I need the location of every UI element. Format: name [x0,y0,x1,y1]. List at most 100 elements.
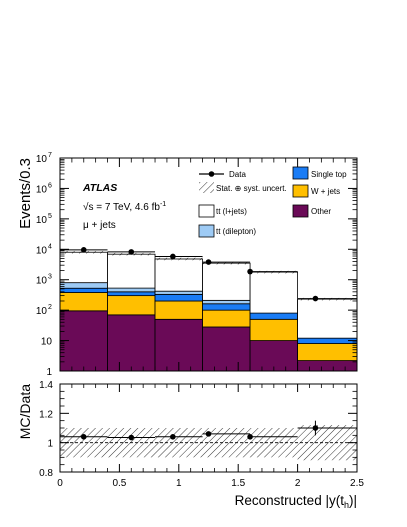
bar-w-jets-3 [202,309,251,328]
ratio-points [60,420,357,441]
y-tick-label-2: 10 [36,306,48,317]
x-axis-label-end: )| [349,493,357,508]
ratio-y-tick-label-2: 1.2 [39,409,53,420]
legend-ttljets-label: tt (l+jets) [216,207,247,216]
bar-other-1 [107,314,156,372]
data-point-1 [128,249,135,255]
ratio-x-axis: 0 0.5 1 1.5 2 2.5 [57,384,364,489]
legend-other-swatch [292,204,309,218]
x-tick-label-0: 0 [57,478,63,489]
bar-single-top-4 [249,312,299,320]
legend-uncert-swatch [199,182,214,193]
data-point-0 [80,247,87,253]
uncertainty-hatch-3 [202,261,251,265]
x-axis-label-sub: h [344,500,349,510]
ratio-y-tick-label-3: 1.4 [39,380,53,391]
y-tick-exponent-4: 4 [48,243,52,250]
y-tick-exponent-5: 5 [48,213,52,220]
legend-wjets-swatch [292,184,309,198]
data-point-2 [170,253,176,260]
main-plot-frame [59,157,358,372]
legend-uncert-label: Stat. ⊕ syst. uncert. [216,184,287,193]
y-tick-label-6: 10 [36,184,48,195]
y-tick-label-4: 10 [36,245,48,256]
bar-other-3 [202,326,251,372]
ratio-y-tick-label-0: 0.8 [39,468,53,479]
bar-w-jets-1 [107,295,156,316]
energy-lumi-label: √s = 7 TeV, 4.6 fb-1 [83,201,166,213]
channel-label: μ + jets [83,220,116,231]
uncertainty-hatch-4 [250,270,298,274]
y-tick-exponent-3: 3 [48,274,52,281]
ratio-y-tick-label-1: 1 [47,439,53,450]
bar-single-top-0 [59,287,108,293]
y-tick-label-3: 10 [36,276,48,287]
data-points [60,247,357,302]
bar-single-top-3 [202,303,251,311]
bar-tt-dilepton--0 [59,282,108,289]
y-tick-exponent-2: 2 [48,304,52,311]
main-y-axis-label: Events/0.3 [17,158,34,229]
legend-data-marker [208,171,215,177]
ratio-point-0 [80,434,87,440]
bar-tt-dilepton--1 [107,287,156,293]
bar-w-jets-0 [59,292,108,312]
bar-tt-l-jets--3 [202,262,251,301]
x-tick-label-4: 2 [295,478,301,489]
legend-ttdilep-label: tt (dilepton) [216,227,256,236]
x-axis-label: Reconstructed |y(th)| [235,493,357,510]
bar-w-jets-5 [297,343,358,361]
y-tick-label-7: 10 [36,154,48,165]
bar-single-top-1 [107,291,156,297]
legend-ttljets-swatch [198,204,215,218]
bar-tt-l-jets--4 [249,271,299,314]
legend-ttdilep-swatch [198,224,215,238]
bar-tt-l-jets--2 [154,258,203,292]
legend-singletop-label: Single top [311,170,347,179]
ratio-point-5 [312,425,319,431]
x-tick-label-3: 1.5 [231,478,245,489]
bar-tt-l-jets--0 [59,251,108,284]
legend-data-label: Data [229,170,246,179]
legend-singletop-swatch [292,166,309,180]
y-tick-exponent-7: 7 [48,152,52,159]
bar-other-5 [297,360,358,372]
uncertainty-hatch-2 [155,257,203,261]
data-point-4 [247,268,253,275]
y-tick-label-5: 10 [36,215,48,226]
legend-wjets-label: W + jets [311,187,340,196]
main-x-ticks [59,158,358,371]
bar-single-top-2 [154,293,203,302]
ratio-y-axis: 0.8 1 1.2 1.4 [39,380,357,479]
data-point-5 [312,295,319,302]
y-tick-exponent-6: 6 [48,182,52,189]
bar-w-jets-4 [249,318,299,341]
x-tick-label-1: 0.5 [112,478,126,489]
uncertainty-hatch-5 [297,297,357,301]
energy-text: √s = 7 TeV, 4.6 fb [83,201,160,213]
ratio-point-3 [205,431,212,437]
bar-tt-dilepton--2 [154,290,203,295]
bar-other-4 [249,340,299,372]
bar-tt-dilepton--3 [202,299,251,305]
data-point-3 [205,259,212,265]
bar-w-jets-2 [154,300,203,320]
ratio-y-axis-label: MC/Data [17,384,33,439]
ratio-point-4 [247,434,253,440]
experiment-label: ATLAS [82,182,117,194]
stacked-histogram [59,250,358,372]
x-tick-label-5: 2.5 [350,478,364,489]
ratio-point-1 [128,434,135,441]
y-tick-label-0: 1 [46,367,52,378]
x-tick-label-2: 1 [176,478,182,489]
y-tick-label-1: 10 [41,337,53,348]
bar-tt-l-jets--1 [107,253,156,289]
ratio-point-2 [170,434,176,440]
x-axis-label-main: Reconstructed |y(t [235,493,345,508]
lumi-exponent: -1 [160,201,166,208]
legend: Data Stat. ⊕ syst. uncert. tt (l+jets) t… [198,166,347,238]
legend-other-label: Other [311,207,331,216]
bar-tt-l-jets--5 [297,298,358,339]
